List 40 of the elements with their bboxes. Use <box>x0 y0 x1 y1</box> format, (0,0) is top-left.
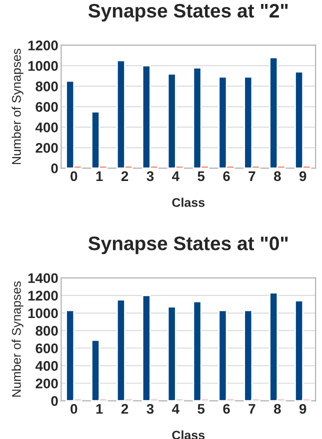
x-tick-label: 1 <box>96 404 103 414</box>
x-tick-label: 5 <box>198 404 205 414</box>
x-tick-label: 7 <box>248 171 256 181</box>
x-tick-label: 9 <box>299 404 306 414</box>
y-tick-label: 1400 <box>28 273 58 284</box>
y-tick-label: 1200 <box>28 40 58 50</box>
y-tick-label: 200 <box>36 142 58 153</box>
y-tick-label: 200 <box>36 378 58 388</box>
chart-title: Synapse States at "2" <box>88 4 288 22</box>
y-tick-label: 1200 <box>28 290 58 301</box>
x-tick-label: 1 <box>96 171 103 181</box>
y-tick-label: 400 <box>35 361 58 371</box>
x-tick-label: 0 <box>70 404 78 414</box>
x-tick-label: 4 <box>172 171 180 181</box>
y-tick-label: 600 <box>36 102 58 112</box>
x-tick-label: 6 <box>223 404 230 414</box>
y-tick-label: 400 <box>35 122 58 132</box>
y-tick-label: 800 <box>36 326 58 336</box>
y-tick-label: 0 <box>51 163 58 174</box>
x-axis-title: Class <box>172 198 205 207</box>
x-tick-label: 5 <box>198 171 205 182</box>
x-tick-label: 2 <box>121 404 128 414</box>
y-axis-title: Number of Synapses <box>12 48 24 164</box>
y-tick-label: 0 <box>51 396 58 406</box>
x-tick-label: 3 <box>146 404 154 414</box>
y-tick-label: 800 <box>36 82 58 92</box>
y-tick-label: 1000 <box>28 61 58 71</box>
x-tick-label: 3 <box>146 171 154 182</box>
y-axis-title: Number of Synapses <box>12 281 24 397</box>
x-tick-label: 9 <box>299 171 306 182</box>
x-tick-label: 6 <box>223 171 230 182</box>
x-tick-label: 8 <box>274 171 281 182</box>
x-tick-label: 4 <box>172 404 180 414</box>
x-tick-label: 2 <box>121 171 128 181</box>
y-tick-label: 600 <box>36 343 58 354</box>
x-tick-label: 8 <box>274 404 281 414</box>
chart-title: Synapse States at "0" <box>88 236 288 254</box>
x-tick-label: 7 <box>248 404 256 414</box>
y-tick-label: 1000 <box>28 308 58 318</box>
x-tick-label: 0 <box>70 171 78 182</box>
